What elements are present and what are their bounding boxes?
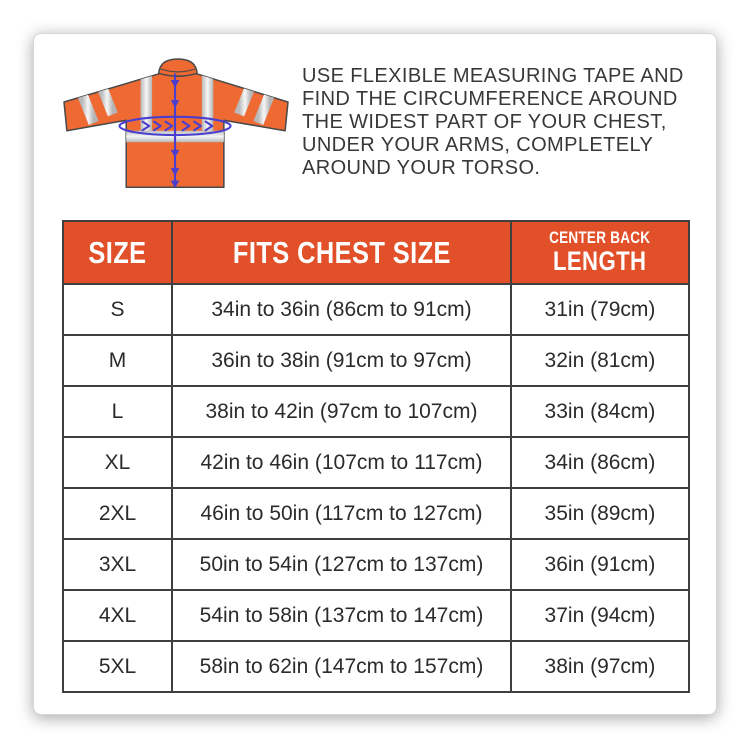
table-row: 5XL 58in to 62in (147cm to 157cm) 38in (… xyxy=(62,640,690,693)
table-row: 4XL 54in to 58in (137cm to 147cm) 37in (… xyxy=(62,589,690,642)
table-row: 2XL 46in to 50in (117cm to 127cm) 35in (… xyxy=(62,487,690,540)
hi-vis-jacket-chest-measurement-icon xyxy=(63,58,289,189)
col-header-size-label: SIZE xyxy=(88,235,147,270)
instructions-line: FIND THE CIRCUMFERENCE AROUND xyxy=(302,88,678,110)
size-cell: S xyxy=(62,283,173,336)
chest-cell: 58in to 62in (147cm to 157cm) xyxy=(171,640,512,693)
jacket-measurement-illustration xyxy=(62,58,290,192)
back-length-cell: 37in (94cm) xyxy=(510,589,690,642)
back-length-cell: 35in (89cm) xyxy=(510,487,690,540)
size-cell: XL xyxy=(62,436,173,489)
size-cell: L xyxy=(62,385,173,438)
col-header-size: SIZE xyxy=(62,220,173,285)
instructions-text: USE FLEXIBLE MEASURING TAPE AND FIND THE… xyxy=(302,65,684,180)
table-header-row: SIZE FITS CHEST SIZE CENTER BACK LENGTH xyxy=(62,220,690,285)
col-header-chest: FITS CHEST SIZE xyxy=(171,220,512,285)
back-length-cell: 33in (84cm) xyxy=(510,385,690,438)
size-cell: 5XL xyxy=(62,640,173,693)
table-row: M 36in to 38in (91cm to 97cm) 32in (81cm… xyxy=(62,334,690,387)
back-length-cell: 32in (81cm) xyxy=(510,334,690,387)
size-cell: 4XL xyxy=(62,589,173,642)
chest-cell: 46in to 50in (117cm to 127cm) xyxy=(171,487,512,540)
table-row: L 38in to 42in (97cm to 107cm) 33in (84c… xyxy=(62,385,690,438)
chest-cell: 50in to 54in (127cm to 137cm) xyxy=(171,538,512,591)
chest-cell: 34in to 36in (86cm to 91cm) xyxy=(171,283,512,336)
size-cell: 2XL xyxy=(62,487,173,540)
chest-cell: 54in to 58in (137cm to 147cm) xyxy=(171,589,512,642)
chest-cell: 42in to 46in (107cm to 117cm) xyxy=(171,436,512,489)
size-chart-table: SIZE FITS CHEST SIZE CENTER BACK LENGTH … xyxy=(62,220,690,693)
back-length-cell: 38in (97cm) xyxy=(510,640,690,693)
table-row: S 34in to 36in (86cm to 91cm) 31in (79cm… xyxy=(62,283,690,336)
back-length-cell: 34in (86cm) xyxy=(510,436,690,489)
col-header-back-length: CENTER BACK LENGTH xyxy=(510,220,690,285)
instructions-line: USE FLEXIBLE MEASURING TAPE AND xyxy=(302,65,684,87)
sizing-chart-card: USE FLEXIBLE MEASURING TAPE AND FIND THE… xyxy=(33,33,717,715)
instructions-line: AROUND YOUR TORSO. xyxy=(302,157,541,179)
chest-cell: 38in to 42in (97cm to 107cm) xyxy=(171,385,512,438)
size-cell: M xyxy=(62,334,173,387)
instructions-line: THE WIDEST PART OF YOUR CHEST, xyxy=(302,111,667,133)
chest-cell: 36in to 38in (91cm to 97cm) xyxy=(171,334,512,387)
size-cell: 3XL xyxy=(62,538,173,591)
col-header-chest-label: FITS CHEST SIZE xyxy=(232,235,451,270)
back-length-cell: 36in (91cm) xyxy=(510,538,690,591)
measurement-arrows xyxy=(118,73,232,189)
instructions-line: UNDER YOUR ARMS, COMPLETELY xyxy=(302,134,654,156)
top-section: USE FLEXIBLE MEASURING TAPE AND FIND THE… xyxy=(62,58,688,192)
col-header-back-length-label: CENTER BACK LENGTH xyxy=(549,228,651,277)
back-length-cell: 31in (79cm) xyxy=(510,283,690,336)
table-row: XL 42in to 46in (107cm to 117cm) 34in (8… xyxy=(62,436,690,489)
table-row: 3XL 50in to 54in (127cm to 137cm) 36in (… xyxy=(62,538,690,591)
